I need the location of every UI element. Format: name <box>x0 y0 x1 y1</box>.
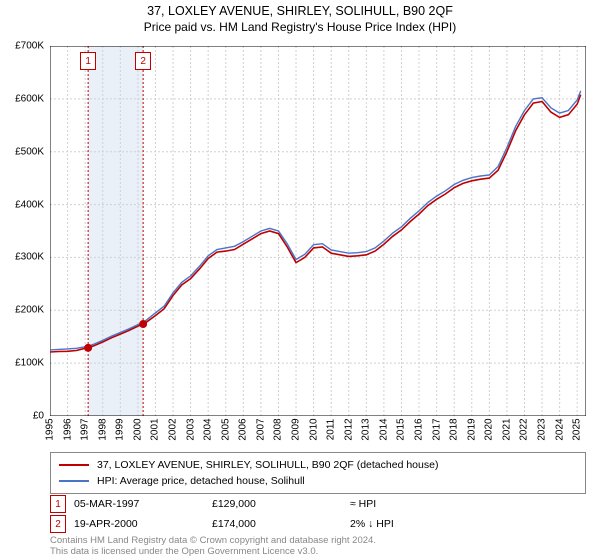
x-tick-label: 2008 <box>273 415 284 445</box>
x-tick-label: 1999 <box>115 415 126 445</box>
x-tick-label: 2015 <box>396 415 407 445</box>
x-tick-label: 1995 <box>45 415 56 445</box>
x-tick-label: 2021 <box>501 415 512 445</box>
legend-box: 37, LOXLEY AVENUE, SHIRLEY, SOLIHULL, B9… <box>50 452 586 494</box>
y-tick-label: £700K <box>0 41 44 52</box>
footnote: Contains HM Land Registry data © Crown c… <box>50 536 376 558</box>
x-tick-label: 1998 <box>97 415 108 445</box>
legend-swatch-hpi <box>59 480 89 482</box>
x-tick-label: 2019 <box>466 415 477 445</box>
transaction-price-2: £174,000 <box>212 518 342 530</box>
y-tick-label: £0 <box>0 411 44 422</box>
chart-marker-tag: 2 <box>135 52 151 70</box>
x-tick-label: 2009 <box>291 415 302 445</box>
x-tick-label: 2011 <box>326 415 337 445</box>
y-tick-label: £400K <box>0 199 44 210</box>
x-tick-label: 2010 <box>308 415 319 445</box>
transaction-price-1: £129,000 <box>212 498 342 510</box>
x-tick-label: 2007 <box>255 415 266 445</box>
chart-marker-tag: 1 <box>80 52 96 70</box>
chart-plot-area: £0£100K£200K£300K£400K£500K£600K£700K199… <box>50 46 586 416</box>
transaction-row-1: 1 05-MAR-1997 £129,000 ≈ HPI <box>50 494 586 514</box>
title-block: 37, LOXLEY AVENUE, SHIRLEY, SOLIHULL, B9… <box>0 0 600 34</box>
marker-badge-1: 1 <box>50 495 66 513</box>
x-tick-label: 1996 <box>62 415 73 445</box>
transaction-delta-1: ≈ HPI <box>350 498 480 510</box>
x-tick-label: 2004 <box>203 415 214 445</box>
x-tick-label: 2024 <box>554 415 565 445</box>
x-tick-label: 2000 <box>132 415 143 445</box>
x-tick-label: 2023 <box>537 415 548 445</box>
y-tick-label: £100K <box>0 358 44 369</box>
x-tick-label: 1997 <box>80 415 91 445</box>
transaction-date-1: 05-MAR-1997 <box>74 498 204 510</box>
legend-label-price: 37, LOXLEY AVENUE, SHIRLEY, SOLIHULL, B9… <box>97 459 438 471</box>
y-tick-label: £200K <box>0 305 44 316</box>
x-tick-label: 2025 <box>572 415 583 445</box>
x-tick-label: 2017 <box>431 415 442 445</box>
x-tick-label: 2022 <box>519 415 530 445</box>
transaction-date-2: 19-APR-2000 <box>74 518 204 530</box>
chart-container: 37, LOXLEY AVENUE, SHIRLEY, SOLIHULL, B9… <box>0 0 600 560</box>
marker-badge-2: 2 <box>50 515 66 533</box>
transaction-row-2: 2 19-APR-2000 £174,000 2% ↓ HPI <box>50 514 586 534</box>
chart-subtitle: Price paid vs. HM Land Registry's House … <box>0 20 600 34</box>
x-tick-label: 2016 <box>414 415 425 445</box>
x-tick-label: 2013 <box>361 415 372 445</box>
legend-row-hpi: HPI: Average price, detached house, Soli… <box>59 473 577 489</box>
x-tick-label: 2002 <box>168 415 179 445</box>
x-tick-label: 2018 <box>449 415 460 445</box>
x-tick-label: 2006 <box>238 415 249 445</box>
legend-label-hpi: HPI: Average price, detached house, Soli… <box>97 475 305 487</box>
footnote-line2: This data is licensed under the Open Gov… <box>50 546 318 557</box>
y-tick-label: £500K <box>0 146 44 157</box>
y-tick-label: £600K <box>0 93 44 104</box>
footnote-line1: Contains HM Land Registry data © Crown c… <box>50 535 376 546</box>
x-tick-label: 2012 <box>343 415 354 445</box>
legend-row-price: 37, LOXLEY AVENUE, SHIRLEY, SOLIHULL, B9… <box>59 457 577 473</box>
legend-swatch-price <box>59 464 89 466</box>
x-tick-label: 2001 <box>150 415 161 445</box>
x-tick-label: 2014 <box>378 415 389 445</box>
transaction-rows: 1 05-MAR-1997 £129,000 ≈ HPI 2 19-APR-20… <box>50 494 586 534</box>
x-tick-label: 2020 <box>484 415 495 445</box>
chart-title: 37, LOXLEY AVENUE, SHIRLEY, SOLIHULL, B9… <box>0 4 600 18</box>
x-tick-label: 2005 <box>220 415 231 445</box>
x-tick-label: 2003 <box>185 415 196 445</box>
transaction-delta-2: 2% ↓ HPI <box>350 518 480 530</box>
y-tick-label: £300K <box>0 252 44 263</box>
